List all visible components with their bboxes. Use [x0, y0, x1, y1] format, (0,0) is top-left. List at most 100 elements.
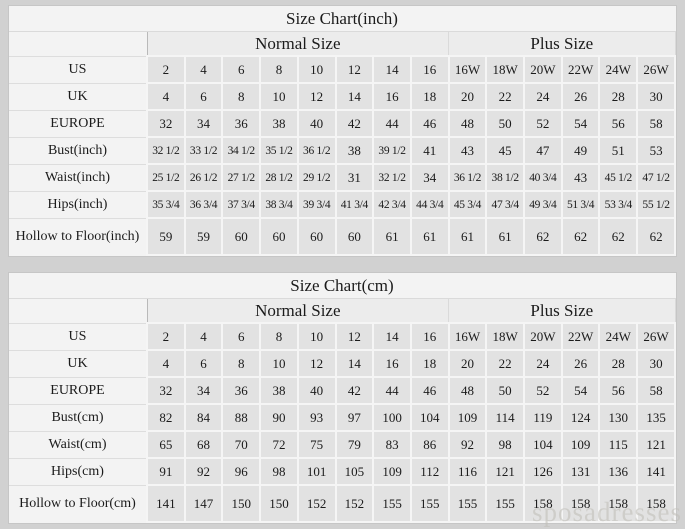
table-row: US 2 4 6 8 10 12 14 16 16W 18W 20W 22W 24W 26W	[9, 55, 676, 84]
size-value-cell: 8	[221, 82, 262, 111]
size-value-cell: 10	[296, 322, 337, 351]
size-value-cell: 20W	[523, 55, 563, 84]
row-label: US	[9, 322, 148, 350]
size-value-cell: 65	[146, 430, 186, 459]
size-value-cell: 62	[636, 217, 676, 256]
table-title-row: Size Chart(inch)	[9, 6, 675, 32]
table-title: Size Chart(cm)	[9, 273, 675, 299]
table-row: Waist(inch) 25 1/2 26 1/2 27 1/2 28 1/2 29 1/…	[9, 163, 676, 192]
size-value-cell: 43	[447, 136, 488, 165]
size-value-cell: 41	[409, 136, 450, 165]
size-value-cell: 50	[485, 376, 526, 405]
size-value-cell: 29 1/2	[296, 163, 337, 192]
size-value-cell: 36 3/4	[183, 190, 224, 219]
size-value-cell: 119	[523, 403, 563, 432]
size-value-cell: 31	[334, 163, 375, 192]
size-value-cell: 150	[221, 484, 262, 523]
size-value-cell: 32 1/2	[146, 136, 186, 165]
size-value-cell: 24W	[598, 55, 639, 84]
size-value-cell: 10	[259, 82, 299, 111]
size-value-cell: 121	[636, 430, 676, 459]
size-value-cell: 62	[598, 217, 639, 256]
size-value-cell: 43	[560, 163, 601, 192]
size-value-cell: 45 3/4	[447, 190, 488, 219]
size-value-cell: 52	[523, 109, 563, 138]
size-value-cell: 46	[409, 109, 450, 138]
size-value-cell: 10	[296, 55, 337, 84]
size-value-cell: 42	[334, 109, 375, 138]
size-value-cell: 32	[146, 109, 186, 138]
size-value-cell: 47 3/4	[485, 190, 526, 219]
size-value-cell: 98	[259, 457, 299, 486]
size-value-cell: 155	[447, 484, 488, 523]
table-title: Size Chart(inch)	[9, 6, 675, 32]
size-value-cell: 155	[372, 484, 412, 523]
size-value-cell: 20	[447, 82, 488, 111]
size-value-cell: 34 1/2	[221, 136, 262, 165]
size-value-cell: 6	[221, 55, 262, 84]
size-value-cell: 61	[447, 217, 488, 256]
row-label: Hips(inch)	[9, 190, 148, 218]
size-value-cell: 22	[485, 349, 526, 378]
size-value-cell: 35 1/2	[259, 136, 299, 165]
size-value-cell: 30	[636, 82, 676, 111]
size-value-cell: 33 1/2	[183, 136, 224, 165]
size-value-cell: 155	[409, 484, 450, 523]
size-value-cell: 97	[334, 403, 375, 432]
size-value-cell: 147	[183, 484, 224, 523]
size-value-cell: 4	[146, 82, 186, 111]
size-value-cell: 82	[146, 403, 186, 432]
size-value-cell: 12	[334, 322, 375, 351]
size-value-cell: 34	[183, 376, 224, 405]
size-value-cell: 16	[409, 322, 450, 351]
size-value-cell: 6	[183, 349, 224, 378]
size-value-cell: 42	[334, 376, 375, 405]
size-value-cell: 96	[221, 457, 262, 486]
size-value-cell: 158	[598, 484, 639, 523]
size-value-cell: 51 3/4	[560, 190, 601, 219]
size-value-cell: 49 3/4	[523, 190, 563, 219]
size-value-cell: 40 3/4	[523, 163, 563, 192]
size-value-cell: 22W	[560, 55, 601, 84]
size-value-cell: 62	[560, 217, 601, 256]
size-chart-inch-table: Size Chart(inch) Normal Size Plus Size U…	[9, 6, 676, 256]
size-value-cell: 24W	[598, 322, 639, 351]
size-value-cell: 28	[598, 349, 639, 378]
size-value-cell: 28	[598, 82, 639, 111]
size-value-cell: 121	[485, 457, 526, 486]
size-value-cell: 38 1/2	[485, 163, 526, 192]
size-value-cell: 45	[485, 136, 526, 165]
size-value-cell: 18	[409, 82, 450, 111]
size-value-cell: 36	[221, 376, 262, 405]
size-value-cell: 109	[560, 430, 601, 459]
size-value-cell: 56	[598, 376, 639, 405]
size-value-cell: 90	[259, 403, 299, 432]
size-value-cell: 39 1/2	[372, 136, 412, 165]
size-value-cell: 4	[183, 322, 224, 351]
size-value-cell: 36 1/2	[296, 136, 337, 165]
group-normal-size: Normal Size	[146, 31, 450, 57]
size-value-cell: 48	[447, 109, 488, 138]
size-value-cell: 86	[409, 430, 450, 459]
table-row: Hips(cm) 91 92 96 98 101 105 109 112 116 121 126 131…	[9, 457, 676, 486]
size-value-cell: 59	[183, 217, 224, 256]
size-value-cell: 14	[372, 322, 412, 351]
size-value-cell: 36	[221, 109, 262, 138]
size-value-cell: 8	[259, 55, 299, 84]
size-value-cell: 25 1/2	[146, 163, 186, 192]
size-value-cell: 49	[560, 136, 601, 165]
size-value-cell: 14	[334, 82, 375, 111]
size-value-cell: 135	[636, 403, 676, 432]
size-value-cell: 6	[183, 82, 224, 111]
size-value-cell: 58	[636, 109, 676, 138]
size-chart-cm-table: Size Chart(cm) Normal Size Plus Size US 2…	[9, 273, 676, 523]
size-value-cell: 50	[485, 109, 526, 138]
size-value-cell: 60	[221, 217, 262, 256]
row-label: Bust(cm)	[9, 403, 148, 431]
size-value-cell: 136	[598, 457, 639, 486]
size-value-cell: 12	[334, 55, 375, 84]
size-value-cell: 54	[560, 376, 601, 405]
row-label: Hollow to Floor(inch)	[9, 217, 148, 255]
corner-cell	[9, 31, 148, 56]
row-label: Waist(inch)	[9, 163, 148, 191]
